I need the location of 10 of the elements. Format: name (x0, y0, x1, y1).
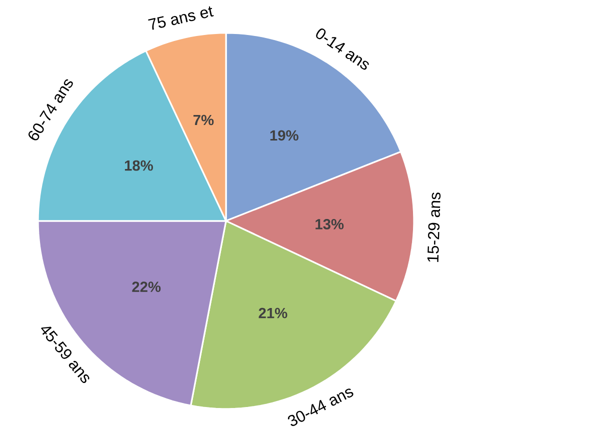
data-label: 19% (270, 130, 298, 140)
data-label: 22% (132, 281, 161, 292)
data-label: 7% (193, 114, 214, 125)
slice-label: 30-44 ans (288, 388, 354, 426)
data-label: 18% (124, 160, 153, 171)
data-label: 13% (316, 218, 344, 230)
slice-label: 15-29 ans (427, 192, 441, 262)
data-label: 21% (258, 308, 288, 318)
slice-label: 75 ans et (148, 6, 214, 30)
slice-label: 0-14 ans (316, 28, 369, 70)
